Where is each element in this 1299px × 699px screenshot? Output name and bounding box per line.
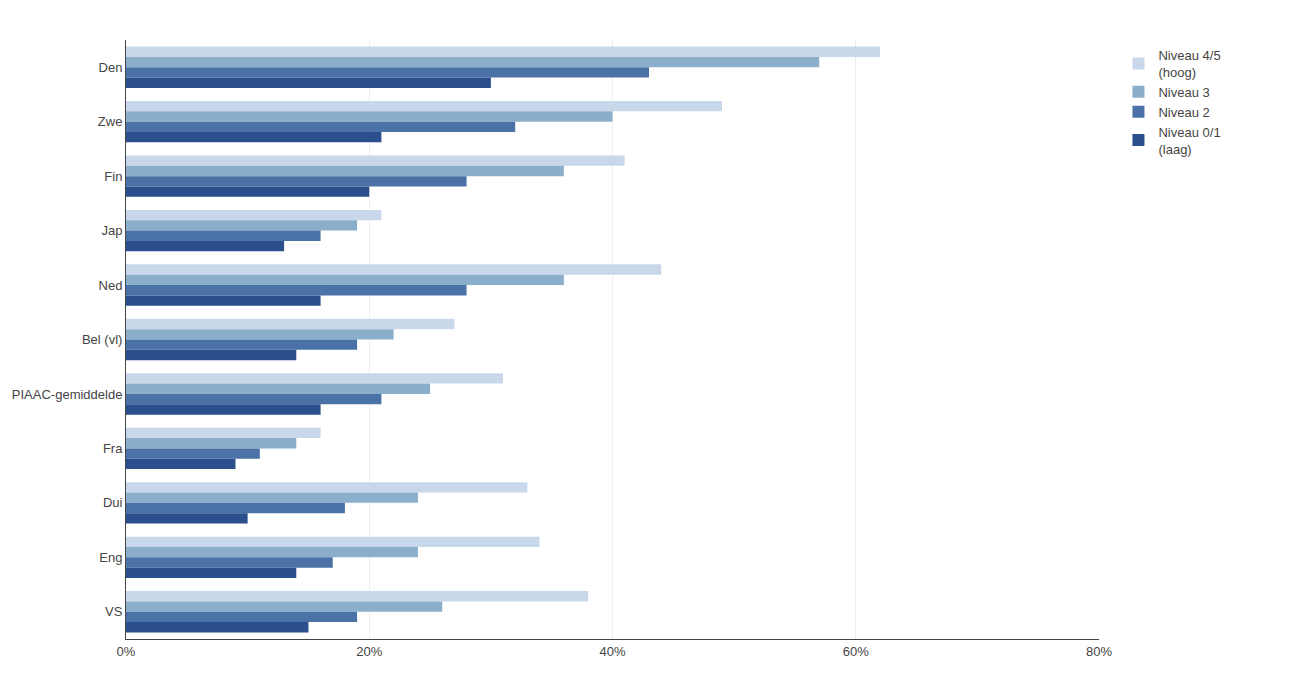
svg-text:Niveau 3: Niveau 3 bbox=[1158, 85, 1209, 100]
svg-text:40%: 40% bbox=[599, 644, 625, 659]
svg-text:Eng: Eng bbox=[99, 550, 122, 565]
svg-text:Bel (vl): Bel (vl) bbox=[82, 332, 122, 347]
svg-text:0%: 0% bbox=[117, 644, 136, 659]
svg-text:Den: Den bbox=[99, 60, 123, 75]
svg-text:Dui: Dui bbox=[103, 495, 123, 510]
svg-text:Fra: Fra bbox=[103, 441, 123, 456]
svg-text:60%: 60% bbox=[843, 644, 869, 659]
svg-text:Fin: Fin bbox=[104, 169, 122, 184]
svg-text:VS: VS bbox=[105, 604, 123, 619]
svg-text:Jap: Jap bbox=[101, 223, 122, 238]
svg-text:20%: 20% bbox=[356, 644, 382, 659]
svg-text:Zwe: Zwe bbox=[98, 114, 123, 129]
svg-text:PIAAC-gemiddelde: PIAAC-gemiddelde bbox=[12, 387, 123, 402]
svg-text:Niveau 4/5(hoog): Niveau 4/5(hoog) bbox=[1158, 48, 1220, 80]
svg-text:Ned: Ned bbox=[99, 278, 123, 293]
svg-text:Niveau 2: Niveau 2 bbox=[1158, 105, 1209, 120]
svg-text:Niveau 0/1(laag): Niveau 0/1(laag) bbox=[1158, 125, 1220, 157]
svg-text:80%: 80% bbox=[1086, 644, 1112, 659]
